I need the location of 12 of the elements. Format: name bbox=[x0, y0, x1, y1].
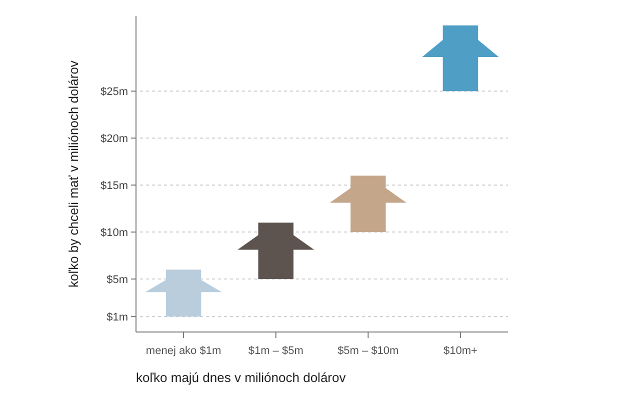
x-axis-title: koľko majú dnes v miliónoch dolárov bbox=[136, 370, 346, 385]
y-tick-label: $10m bbox=[100, 226, 128, 239]
x-tick-label: $5m – $10m bbox=[338, 345, 399, 357]
y-tick-label: $25m bbox=[100, 86, 128, 98]
x-tick-label: $10m+ bbox=[443, 345, 478, 357]
y-tick-label: $1m bbox=[106, 311, 128, 324]
y-tick-label: $20m bbox=[100, 132, 128, 145]
y-tick-label: $5m bbox=[106, 274, 128, 286]
y-tick-label: $15m bbox=[100, 180, 128, 192]
x-tick-label: $1m – $5m bbox=[248, 345, 304, 357]
y-axis-title: koľko by chceli mať v miliónoch dolárov bbox=[66, 60, 81, 288]
x-tick-label: menej ako $1m bbox=[146, 345, 222, 357]
